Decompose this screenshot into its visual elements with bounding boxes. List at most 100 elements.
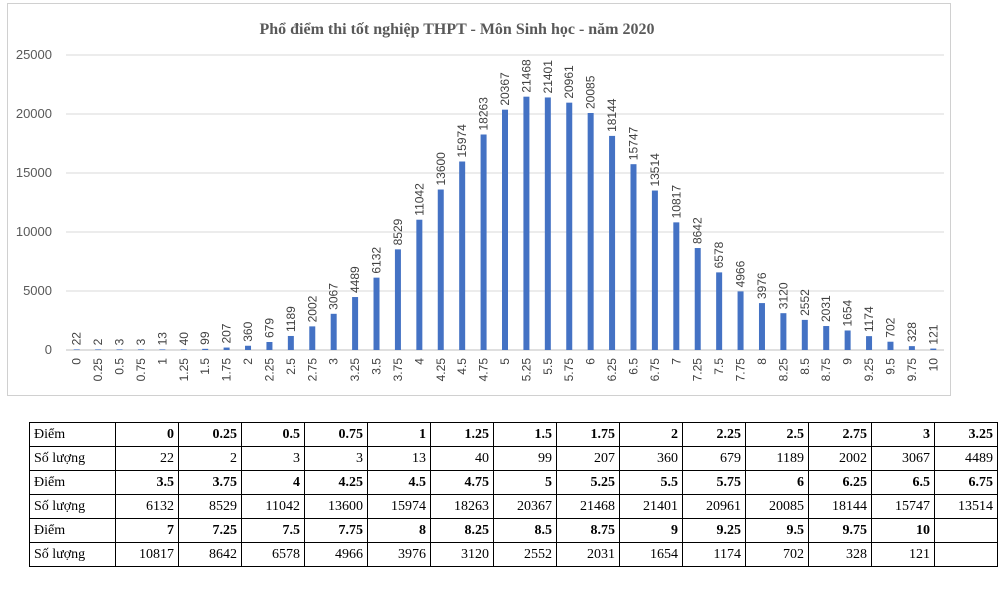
bar xyxy=(887,341,894,350)
bar-chart: Phổ điểm thi tốt nghiệp THPT - Môn Sinh … xyxy=(7,3,951,396)
data-label: 1189 xyxy=(284,306,298,332)
x-tick-label: 8.5 xyxy=(798,358,812,375)
data-label: 2552 xyxy=(798,289,812,316)
score-cell: 4.75 xyxy=(430,470,494,495)
data-label: 18144 xyxy=(605,98,619,132)
x-tick-label: 5.5 xyxy=(541,358,555,375)
score-cell: 3 xyxy=(871,422,935,447)
data-label: 15974 xyxy=(455,124,469,158)
row-label-score: Điểm xyxy=(29,470,116,495)
count-cell: 6578 xyxy=(241,542,305,567)
count-cell: 15974 xyxy=(367,494,431,519)
bar xyxy=(202,348,209,350)
data-label: 20085 xyxy=(584,75,598,109)
data-label: 8642 xyxy=(691,217,705,244)
count-cell: 22 xyxy=(115,446,179,471)
count-cell: 1189 xyxy=(745,446,809,471)
data-label: 6578 xyxy=(712,241,726,268)
x-tick-label: 0.5 xyxy=(113,358,127,375)
data-label: 13 xyxy=(155,332,169,346)
data-label: 328 xyxy=(905,322,919,342)
score-cell: 0.75 xyxy=(304,422,368,447)
data-label: 18263 xyxy=(477,97,491,131)
bar xyxy=(352,297,359,350)
x-tick-label: 0.75 xyxy=(134,358,148,382)
count-cell: 20961 xyxy=(682,494,746,519)
bars xyxy=(73,96,937,350)
score-cell: 2.5 xyxy=(745,422,809,447)
count-cell: 18263 xyxy=(430,494,494,519)
data-label: 6132 xyxy=(370,247,384,274)
count-cell: 10817 xyxy=(115,542,179,567)
count-cell: 18144 xyxy=(808,494,872,519)
score-cell: 8.25 xyxy=(430,518,494,543)
bar xyxy=(416,219,423,350)
bar xyxy=(73,349,80,350)
count-cell: 4489 xyxy=(934,446,998,471)
x-tick-label: 3.25 xyxy=(348,358,362,382)
data-label: 207 xyxy=(220,323,234,343)
bar xyxy=(287,335,294,350)
x-tick-label: 2.5 xyxy=(284,358,298,375)
count-cell: 360 xyxy=(619,446,683,471)
bar xyxy=(137,349,144,350)
x-tick-label: 10 xyxy=(926,358,940,372)
bar xyxy=(630,164,637,350)
bar xyxy=(780,313,787,350)
x-tick-label: 4.5 xyxy=(455,358,469,375)
bar xyxy=(544,97,551,350)
data-label: 3 xyxy=(113,338,127,345)
x-tick-label: 6.75 xyxy=(648,358,662,382)
score-cell: 9.5 xyxy=(745,518,809,543)
x-tick-label: 5.75 xyxy=(562,358,576,382)
count-cell: 679 xyxy=(682,446,746,471)
score-cell: 8.75 xyxy=(556,518,620,543)
count-cell: 3067 xyxy=(871,446,935,471)
bar xyxy=(823,326,830,350)
bar xyxy=(587,112,594,350)
x-tick-label: 1.75 xyxy=(220,358,234,382)
table-row: Số lượng 10817 8642 6578 4966 3976 3120 2552 203… xyxy=(29,542,998,567)
bar xyxy=(223,347,230,350)
score-cell: 6.25 xyxy=(808,470,872,495)
bar xyxy=(566,102,573,350)
count-cell: 207 xyxy=(556,446,620,471)
score-cell: 3.5 xyxy=(115,470,179,495)
bar xyxy=(309,326,316,350)
x-tick-label: 8.25 xyxy=(776,358,790,382)
x-tick-label: 4 xyxy=(412,358,426,365)
score-cell: 9.25 xyxy=(682,518,746,543)
score-cell: 1.5 xyxy=(493,422,557,447)
chart-title: Phổ điểm thi tốt nghiệp THPT - Môn Sinh … xyxy=(259,21,654,38)
x-tick-label: 6.5 xyxy=(626,358,640,375)
data-label: 702 xyxy=(883,317,897,337)
x-tick-label: 8 xyxy=(755,358,769,365)
score-cell: 3.75 xyxy=(178,470,242,495)
x-tick-label: 6.25 xyxy=(605,358,619,382)
data-label: 40 xyxy=(177,332,191,346)
y-axis-ticks: 0 5000 10000 15000 20000 25000 xyxy=(16,47,52,357)
score-cell: 6 xyxy=(745,470,809,495)
score-cell: 9.75 xyxy=(808,518,872,543)
x-tick-label: 7.5 xyxy=(712,358,726,375)
table-row: Điểm 7 7.25 7.5 7.75 8 8.25 8.5 8.75 9 9.25 9.5 9.75… xyxy=(29,518,998,543)
data-label: 13514 xyxy=(648,153,662,187)
data-label: 4966 xyxy=(734,260,748,287)
score-cell: 2 xyxy=(619,422,683,447)
x-tick-label: 0 xyxy=(70,358,84,365)
score-cell: 4.25 xyxy=(304,470,368,495)
data-label: 10817 xyxy=(669,185,683,219)
row-label-count: Số lượng xyxy=(29,542,116,567)
bar xyxy=(930,348,937,350)
count-cell: 15747 xyxy=(871,494,935,519)
count-cell: 702 xyxy=(745,542,809,567)
table-row: Số lượng 6132 8529 11042 13600 15974 18263 2036… xyxy=(29,494,998,519)
score-cell: 3.25 xyxy=(934,422,998,447)
data-label: 99 xyxy=(198,331,212,345)
count-cell: 20367 xyxy=(493,494,557,519)
data-labels: 22 2 3 3 13 40 99 207 360 679 1189 2002 306744896132… xyxy=(70,59,941,345)
bar xyxy=(373,277,380,350)
x-tick-label: 5 xyxy=(498,358,512,365)
count-cell: 2031 xyxy=(556,542,620,567)
x-tick-label: 6 xyxy=(584,358,598,365)
